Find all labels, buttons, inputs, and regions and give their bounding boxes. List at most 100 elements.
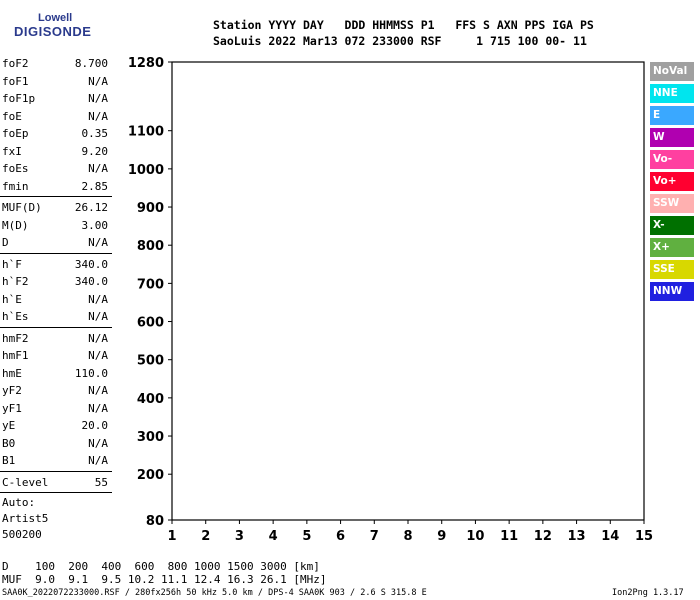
- auto-scaling-text: 500200: [2, 528, 42, 541]
- param-row: foF1p N/A: [0, 90, 112, 108]
- param-label: yE: [2, 419, 16, 432]
- param-value: N/A: [88, 292, 108, 306]
- polarization-legend: NoVal NNE E W Vo- Vo+ SSW X- X+ SSE NNW: [650, 62, 694, 304]
- muf-table-distances: D 100 200 400 600 800 1000 1500 3000 [km…: [2, 560, 320, 573]
- x-tick-label: 7: [370, 529, 379, 544]
- param-label: foEp: [2, 127, 29, 140]
- y-tick-label: 700: [137, 277, 164, 292]
- param-row: yE 20.0: [0, 417, 112, 435]
- y-tick-label: 400: [137, 392, 164, 407]
- param-row: h`E N/A: [0, 291, 112, 309]
- y-tick-label: 1000: [128, 163, 164, 178]
- param-value: 2.85: [81, 179, 109, 193]
- x-tick-label: 13: [568, 529, 586, 544]
- auto-scaling-text: Artist5: [2, 512, 49, 525]
- y-tick-label: 1280: [128, 56, 164, 71]
- param-label: C-level: [2, 475, 49, 489]
- y-tick-label: 600: [137, 316, 164, 331]
- legend-item-ssw: SSW: [650, 194, 694, 213]
- param-label: h`Es: [2, 310, 29, 323]
- param-row: yF2 N/A: [0, 382, 112, 400]
- param-label: h`E: [2, 292, 22, 306]
- param-label: M(D): [2, 218, 29, 232]
- param-row: C-level 55: [0, 474, 112, 492]
- param-value: 0.35: [81, 127, 109, 140]
- param-label: hmF1: [2, 349, 29, 362]
- parameter-panel: foF2 8.700 foF1 N/A foF1p N/A foE N/A foEp 0.35 fx…: [0, 55, 112, 543]
- legend-item-nne: NNE: [650, 84, 694, 103]
- panel-separator: [0, 326, 112, 328]
- param-value: N/A: [88, 109, 108, 123]
- param-value: N/A: [88, 310, 108, 323]
- param-value: N/A: [88, 436, 108, 450]
- param-value: N/A: [88, 74, 108, 88]
- param-row: D N/A: [0, 234, 112, 252]
- param-row: foE N/A: [0, 108, 112, 126]
- param-value: N/A: [88, 384, 108, 397]
- y-tick-label: 300: [137, 430, 164, 445]
- param-row: yF1 N/A: [0, 400, 112, 418]
- param-row: hmF1 N/A: [0, 347, 112, 365]
- param-label: D: [2, 236, 9, 249]
- param-label: fmin: [2, 179, 29, 193]
- param-value: N/A: [88, 454, 108, 467]
- param-label: yF1: [2, 401, 22, 415]
- legend-item-w: W: [650, 128, 694, 147]
- legend-item-noval: NoVal: [650, 62, 694, 81]
- y-tick-label: 1100: [128, 125, 164, 140]
- x-tick-label: 14: [601, 529, 619, 544]
- y-tick-label: 200: [137, 468, 164, 483]
- param-value: 340.0: [74, 257, 108, 271]
- param-label: h`F2: [2, 275, 29, 288]
- footer-version: Ion2Png 1.3.17: [612, 588, 684, 598]
- legend-item-vo-: Vo-: [650, 150, 694, 169]
- param-label: B0: [2, 436, 16, 450]
- param-row: fmin 2.85: [0, 178, 112, 196]
- param-label: foEs: [2, 162, 29, 175]
- param-row: foF1 N/A: [0, 73, 112, 91]
- footer-info: SAA0K_2022072233000.RSF / 280fx256h 50 k…: [2, 588, 427, 598]
- y-tick-label: 80: [146, 514, 164, 529]
- x-tick-label: 15: [635, 529, 653, 544]
- legend-item-x-: X-: [650, 216, 694, 235]
- param-value: 26.12: [74, 201, 108, 214]
- param-label: foF2: [2, 57, 29, 70]
- panel-separator: [0, 470, 112, 472]
- x-tick-label: 1: [167, 529, 176, 544]
- logo-digisonde: DIGISONDE: [14, 24, 92, 39]
- legend-item-nnw: NNW: [650, 282, 694, 301]
- param-value: N/A: [88, 349, 108, 362]
- param-value: N/A: [88, 236, 108, 249]
- param-row: hmF2 N/A: [0, 330, 112, 348]
- x-tick-label: 2: [201, 529, 210, 544]
- y-tick-label: 800: [137, 239, 164, 254]
- x-tick-label: 8: [403, 529, 412, 544]
- param-value: 9.20: [81, 144, 109, 158]
- param-row: fxI 9.20: [0, 143, 112, 161]
- y-tick-label: 500: [137, 354, 164, 369]
- param-value: 55: [94, 475, 108, 489]
- param-label: h`F: [2, 257, 22, 271]
- x-tick-label: 6: [336, 529, 345, 544]
- param-value: N/A: [88, 92, 108, 105]
- param-value: N/A: [88, 331, 108, 345]
- logo-lowell: Lowell: [38, 12, 73, 24]
- legend-item-sse: SSE: [650, 260, 694, 279]
- y-tick-label: 900: [137, 201, 164, 216]
- panel-separator: [0, 196, 112, 197]
- param-label: hmE: [2, 366, 22, 380]
- x-tick-label: 12: [534, 529, 552, 544]
- panel-separator: [0, 252, 112, 254]
- x-tick-label: 11: [500, 529, 518, 544]
- param-value: 3.00: [81, 218, 109, 232]
- header-line-2: SaoLuis 2022 Mar13 072 233000 RSF 1 715 …: [213, 34, 587, 48]
- param-label: foF1: [2, 74, 29, 88]
- param-label: yF2: [2, 384, 22, 397]
- legend-item-vo-: Vo+: [650, 172, 694, 191]
- param-row: foEs N/A: [0, 160, 112, 178]
- header-line-1: Station YYYY DAY DDD HHMMSS P1 FFS S AXN…: [213, 18, 594, 32]
- param-row: foF2 8.700: [0, 55, 112, 73]
- param-value: 8.700: [74, 57, 108, 70]
- chart-axes: 1 2 3 4 5 6 7 8 9 10 11 12 13 14 158020030040050060070…: [128, 56, 653, 544]
